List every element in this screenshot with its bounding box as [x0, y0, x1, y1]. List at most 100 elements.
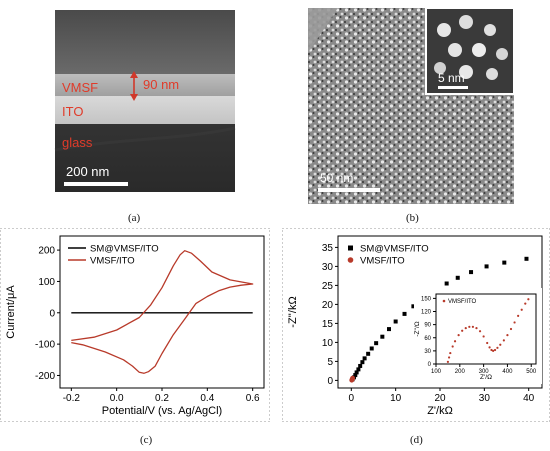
cv-series-line-1 — [71, 250, 254, 374]
eis-y-axis-label: -Z''/kΩ — [287, 296, 299, 327]
eis-inset-y-tick-label: 60 — [424, 336, 431, 342]
eis-chart: 0 10 20 30 4005101520253035Z'/kΩ-Z''/kΩSM@VM… — [281, 227, 550, 423]
eis-inset-x-tick-label: 300 — [479, 369, 490, 375]
glass-label: glass — [62, 135, 93, 150]
eis-inset-data-point — [493, 348, 497, 352]
eis-inset-y-tick-label: 30 — [424, 349, 431, 355]
cv-y-tick-label: 100 — [38, 277, 55, 288]
eis-inset-legend-label: VMSF/ITO — [448, 299, 477, 305]
eis-data-point — [360, 360, 365, 365]
eis-data-point — [362, 356, 367, 361]
caption-a: (a) — [128, 212, 141, 224]
eis-y-tick-label: 5 — [327, 357, 333, 368]
eis-inset-x-tick-label: 500 — [526, 369, 537, 375]
inset-scale-label: 5 nm — [438, 71, 465, 85]
cv-x-tick-label: 0.4 — [200, 393, 214, 404]
caption-c: (c) — [140, 434, 153, 446]
eis-x-axis-label: Z'/kΩ — [427, 405, 453, 417]
eis-inset-data-point — [446, 360, 450, 363]
eis-inset-data-point — [506, 334, 509, 337]
panel-a-sem-cross-section: VMSF 90 nm ITO glass 200 nm (a) — [0, 0, 265, 224]
eis-y-tick-label: 15 — [322, 319, 334, 330]
eis-inset-y-tick-label: 90 — [424, 323, 431, 329]
scale-bar-label-b: 50 nm — [320, 171, 353, 185]
eis-inset-data-point — [453, 340, 457, 343]
cv-x-tick-label: 0.6 — [246, 393, 260, 404]
eis-inset-y-axis-label: -Z''/Ω — [414, 321, 421, 336]
vmsf-label: VMSF — [62, 80, 98, 95]
eis-data-point — [444, 281, 449, 286]
eis-y-tick-label: 35 — [322, 243, 334, 254]
eis-data-point — [366, 351, 371, 356]
eis-legend-marker-0 — [348, 245, 353, 251]
eis-x-tick-label: 0 — [349, 393, 355, 404]
eis-inset-x-tick-label: 100 — [431, 369, 442, 375]
eis-data-point — [402, 311, 407, 316]
eis-x-tick-label: 30 — [479, 393, 491, 404]
cv-y-tick-label: 0 — [49, 308, 55, 319]
cv-y-axis-label: Current/μA — [5, 285, 17, 339]
eis-inset-x-tick-label: 200 — [455, 369, 466, 375]
eis-inset-data-point — [457, 334, 460, 337]
eis-inset-data-point — [449, 351, 452, 355]
eis-inset-data-point — [499, 343, 502, 346]
sem-cross-section-image: VMSF 90 nm ITO glass 200 nm — [54, 10, 236, 192]
eis-inset-data-point — [464, 327, 467, 330]
eis-inset-x-tick-label: 400 — [502, 369, 513, 375]
eis-data-point — [502, 260, 507, 265]
eis-inset-y-tick-label: 0 — [428, 362, 432, 368]
eis-data-point — [369, 346, 374, 351]
eis-inset-data-point — [513, 321, 516, 324]
thickness-label: 90 nm — [143, 77, 179, 92]
cv-y-tick-label: -100 — [35, 340, 55, 351]
thickness-arrow-icon — [130, 71, 138, 101]
eis-data-point — [455, 275, 460, 280]
eis-y-tick-label: 10 — [322, 338, 334, 349]
inset-scale-bar — [438, 86, 468, 89]
cv-x-tick-label: 0.0 — [110, 393, 124, 404]
eis-inset: 100 200 300 400 500 0 30 60 90 120 150 Z'/Ω -Z''/Ω VM… — [414, 288, 542, 384]
eis-data-point — [380, 334, 385, 339]
cv-legend-label-1: VMSF/ITO — [90, 256, 135, 267]
eis-inset-data-point — [524, 302, 527, 305]
eis-inset-data-point — [478, 330, 482, 333]
panel-b-tem-image: 5 nm 50 nm (b) — [308, 7, 515, 224]
eis-data-point — [484, 264, 489, 269]
eis-inset-data-point — [496, 346, 499, 349]
cv-x-tick-label: -0.2 — [63, 393, 81, 404]
eis-inset-data-point — [468, 325, 471, 328]
cv-x-tick-label: 0.2 — [155, 393, 169, 404]
eis-inset-data-point — [490, 348, 493, 352]
cv-plot-area: -0.2 0.0 0.2 0.4 0.6 -200 -100 0 100 200 Potential… — [5, 235, 265, 417]
eis-plot-area: 0 10 20 30 4005101520253035Z'/kΩ-Z''/kΩSM@VM… — [287, 235, 543, 417]
eis-inset-data-point — [527, 298, 530, 301]
cv-x-axis-label: Potential/V (vs. Ag/AgCl) — [102, 405, 222, 417]
eis-inset-data-point — [492, 349, 495, 352]
eis-data-point — [387, 327, 391, 332]
eis-inset-data-point — [461, 329, 464, 332]
eis-inset-background — [414, 288, 542, 384]
eis-inset-data-point — [486, 341, 489, 345]
panel-c-frame — [0, 227, 271, 423]
ito-label: ITO — [62, 104, 83, 119]
caption-d: (d) — [410, 434, 423, 446]
scale-bar-label-a: 200 nm — [66, 164, 109, 179]
eis-legend-label-1: VMSF/ITO — [360, 256, 405, 267]
eis-data-point — [358, 363, 363, 368]
eis-y-tick-label: 30 — [322, 262, 334, 273]
inset-high-magnification: 5 nm — [425, 7, 515, 95]
eis-x-tick-label: 10 — [390, 393, 402, 404]
eis-inset-data-point — [517, 314, 520, 317]
eis-data-point — [374, 341, 379, 346]
eis-inset-data-point — [447, 356, 451, 359]
eis-legend-label-0: SM@VMSF/ITO — [360, 244, 429, 255]
eis-legend-marker-1 — [347, 257, 354, 263]
eis-inset-data-point — [520, 308, 523, 311]
cv-y-tick-label: 200 — [38, 246, 55, 257]
eis-inset-y-tick-label: 150 — [421, 296, 432, 302]
eis-inset-legend-marker — [442, 299, 446, 303]
scale-bar-a — [64, 182, 128, 186]
eis-y-tick-label: 20 — [322, 300, 334, 311]
panel-c-cyclic-voltammogram: -0.2 0.0 0.2 0.4 0.6 -200 -100 0 100 200 Potential… — [0, 227, 271, 446]
scale-bar-b — [318, 188, 380, 192]
